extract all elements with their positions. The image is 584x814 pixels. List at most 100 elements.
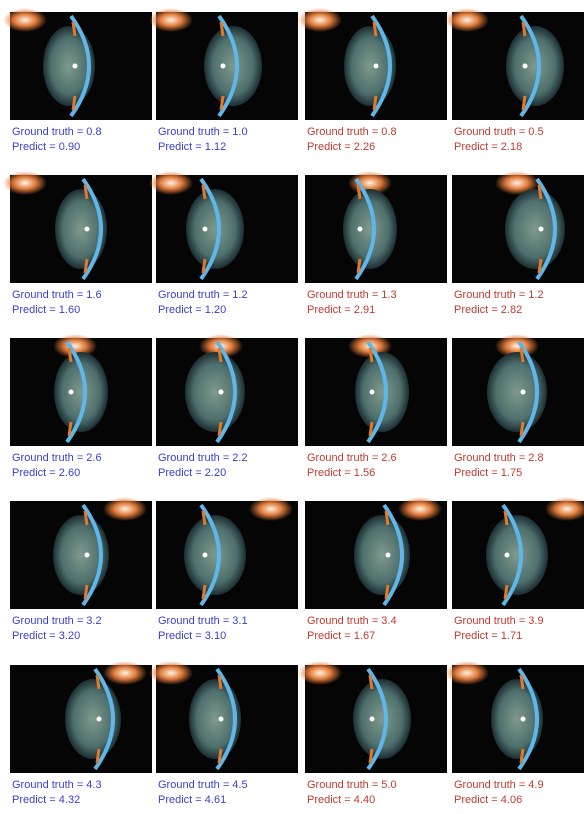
iris-edge bbox=[221, 96, 223, 110]
reflex bbox=[85, 227, 90, 232]
iris-edge bbox=[219, 749, 221, 763]
reflex bbox=[521, 390, 526, 395]
iris-edge bbox=[505, 511, 507, 525]
reflex bbox=[219, 717, 224, 722]
reflex bbox=[505, 553, 510, 558]
reflex bbox=[370, 390, 375, 395]
eye-image bbox=[149, 8, 298, 120]
caption-predict: Predict = 0.90 bbox=[12, 141, 80, 153]
eye-image bbox=[305, 171, 447, 283]
eye-image bbox=[149, 661, 298, 773]
iris-edge bbox=[203, 511, 205, 525]
iris-edge bbox=[521, 675, 523, 689]
iris-edge bbox=[85, 185, 87, 199]
caption-ground-truth: Ground truth = 1.3 bbox=[307, 289, 397, 301]
iris-edge bbox=[203, 259, 205, 273]
iris-edge bbox=[505, 585, 507, 599]
reflex bbox=[374, 64, 379, 69]
reflex bbox=[85, 553, 90, 558]
caption-ground-truth: Ground truth = 4.5 bbox=[158, 779, 248, 791]
glare bbox=[103, 497, 147, 521]
caption-predict: Predict = 2.18 bbox=[454, 141, 522, 153]
iris-edge bbox=[370, 422, 372, 436]
caption-predict: Predict = 4.32 bbox=[12, 794, 80, 806]
iris-edge bbox=[386, 585, 388, 599]
eye-image bbox=[298, 661, 447, 773]
eye-image bbox=[452, 497, 584, 609]
caption-ground-truth: Ground truth = 3.4 bbox=[307, 615, 397, 627]
eye-image bbox=[156, 334, 298, 446]
iris-edge bbox=[85, 259, 87, 273]
caption-predict: Predict = 1.75 bbox=[454, 467, 522, 479]
iris-edge bbox=[358, 259, 360, 273]
caption-ground-truth: Ground truth = 2.6 bbox=[307, 452, 397, 464]
eye-image bbox=[452, 334, 584, 446]
reflex bbox=[221, 64, 226, 69]
caption-predict: Predict = 1.20 bbox=[158, 304, 226, 316]
caption-ground-truth: Ground truth = 1.2 bbox=[454, 289, 544, 301]
iris-edge bbox=[219, 348, 221, 362]
glare bbox=[298, 8, 342, 32]
caption-ground-truth: Ground truth = 2.6 bbox=[12, 452, 102, 464]
caption-predict: Predict = 2.20 bbox=[158, 467, 226, 479]
glare bbox=[149, 661, 193, 685]
caption-ground-truth: Ground truth = 1.6 bbox=[12, 289, 102, 301]
caption-predict: Predict = 2.82 bbox=[454, 304, 522, 316]
iris-edge bbox=[386, 511, 388, 525]
eye-image bbox=[445, 8, 584, 120]
iris-edge bbox=[523, 96, 525, 110]
caption-predict: Predict = 3.20 bbox=[12, 630, 80, 642]
iris-edge bbox=[374, 96, 376, 110]
reflex bbox=[203, 227, 208, 232]
reflex bbox=[219, 390, 224, 395]
eye-image bbox=[156, 497, 298, 609]
glare bbox=[3, 171, 47, 195]
caption-ground-truth: Ground truth = 1.0 bbox=[158, 126, 248, 138]
eye-image bbox=[298, 8, 447, 120]
glare bbox=[3, 8, 47, 32]
glare bbox=[445, 661, 489, 685]
caption-predict: Predict = 1.12 bbox=[158, 141, 226, 153]
eye-image bbox=[445, 661, 584, 773]
caption-predict: Predict = 3.10 bbox=[158, 630, 226, 642]
caption-predict: Predict = 2.91 bbox=[307, 304, 375, 316]
reflex bbox=[358, 227, 363, 232]
eye-image bbox=[3, 171, 152, 283]
caption-predict: Predict = 1.71 bbox=[454, 630, 522, 642]
caption-ground-truth: Ground truth = 3.2 bbox=[12, 615, 102, 627]
eye-image bbox=[305, 334, 447, 446]
reflex bbox=[523, 64, 528, 69]
iris-edge bbox=[370, 348, 372, 362]
iris-edge bbox=[73, 22, 75, 36]
caption-ground-truth: Ground truth = 1.2 bbox=[158, 289, 248, 301]
caption-ground-truth: Ground truth = 5.0 bbox=[307, 779, 397, 791]
iris-edge bbox=[370, 749, 372, 763]
glare bbox=[298, 661, 342, 685]
caption-ground-truth: Ground truth = 4.3 bbox=[12, 779, 102, 791]
iris-edge bbox=[85, 585, 87, 599]
caption-ground-truth: Ground truth = 2.8 bbox=[454, 452, 544, 464]
reflex bbox=[386, 553, 391, 558]
iris-edge bbox=[203, 185, 205, 199]
caption-predict: Predict = 1.67 bbox=[307, 630, 375, 642]
glare bbox=[249, 497, 293, 521]
eye-image bbox=[305, 497, 447, 609]
iris-edge bbox=[203, 585, 205, 599]
iris-edge bbox=[219, 422, 221, 436]
iris-edge bbox=[523, 22, 525, 36]
caption-predict: Predict = 4.06 bbox=[454, 794, 522, 806]
iris-edge bbox=[374, 22, 376, 36]
glare bbox=[103, 661, 147, 685]
iris-edge bbox=[97, 749, 99, 763]
eye-image bbox=[3, 8, 152, 120]
iris-edge bbox=[521, 749, 523, 763]
caption-ground-truth: Ground truth = 0.8 bbox=[307, 126, 397, 138]
eye-image bbox=[10, 334, 152, 446]
caption-ground-truth: Ground truth = 2.2 bbox=[158, 452, 248, 464]
reflex bbox=[69, 390, 74, 395]
iris-edge bbox=[73, 96, 75, 110]
reflex bbox=[539, 227, 544, 232]
caption-predict: Predict = 4.40 bbox=[307, 794, 375, 806]
iris-edge bbox=[69, 348, 71, 362]
glare bbox=[149, 8, 193, 32]
